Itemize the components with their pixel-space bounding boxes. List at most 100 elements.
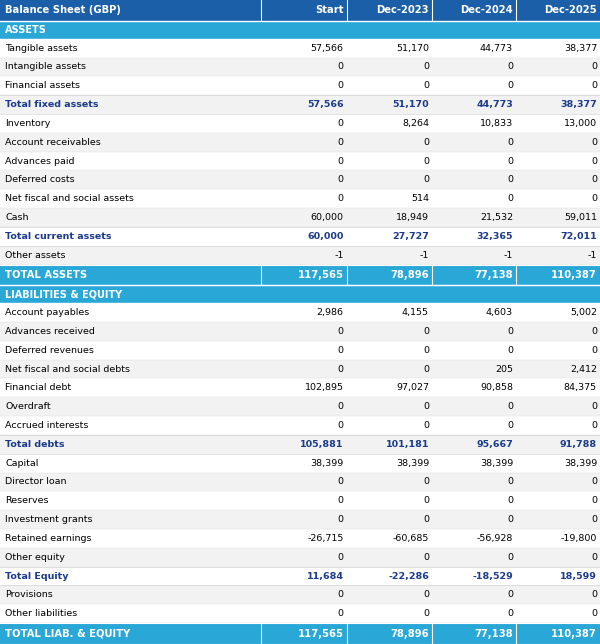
Text: 0: 0 [423, 477, 429, 486]
Text: 0: 0 [337, 591, 343, 600]
Bar [516, 604, 600, 623]
Text: Intangible assets: Intangible assets [5, 62, 86, 71]
Bar [432, 454, 516, 473]
Bar [261, 379, 347, 397]
Text: 0: 0 [337, 346, 343, 355]
Bar [347, 473, 432, 491]
Text: 0: 0 [507, 62, 513, 71]
Bar [516, 114, 600, 133]
Bar [516, 567, 600, 585]
Text: 59,011: 59,011 [564, 213, 597, 222]
Bar [0, 604, 261, 623]
Text: 0: 0 [591, 477, 597, 486]
Bar [347, 171, 432, 189]
Text: LIABILITIES & EQUITY: LIABILITIES & EQUITY [5, 289, 122, 299]
Text: 0: 0 [591, 62, 597, 71]
Bar [516, 0, 600, 21]
Bar [347, 454, 432, 473]
Bar [516, 303, 600, 322]
Bar [261, 510, 347, 529]
Bar [432, 265, 516, 285]
Bar [432, 473, 516, 491]
Text: 4,155: 4,155 [402, 308, 429, 317]
Bar [261, 245, 347, 265]
Text: 102,895: 102,895 [305, 383, 343, 392]
Bar [261, 227, 347, 245]
Bar [516, 57, 600, 77]
Bar [432, 341, 516, 359]
Bar [0, 322, 261, 341]
Bar [432, 510, 516, 529]
Text: 0: 0 [337, 365, 343, 374]
Text: 72,011: 72,011 [560, 232, 597, 241]
Text: 0: 0 [591, 609, 597, 618]
Bar [347, 567, 432, 585]
Bar [347, 189, 432, 208]
Text: 0: 0 [591, 421, 597, 430]
Bar [347, 77, 432, 95]
Text: 0: 0 [507, 346, 513, 355]
Text: 4,603: 4,603 [486, 308, 513, 317]
Bar [516, 265, 600, 285]
Text: 0: 0 [337, 62, 343, 71]
Text: 0: 0 [337, 119, 343, 128]
Text: ASSETS: ASSETS [5, 25, 47, 35]
Text: Capital: Capital [5, 459, 38, 468]
Text: 0: 0 [591, 402, 597, 411]
Text: 84,375: 84,375 [564, 383, 597, 392]
Text: 91,788: 91,788 [560, 440, 597, 449]
Bar [347, 265, 432, 285]
Bar [347, 341, 432, 359]
Text: -60,685: -60,685 [392, 534, 429, 543]
Bar [0, 95, 261, 114]
Text: 0: 0 [591, 194, 597, 203]
Bar [347, 529, 432, 548]
Bar [0, 245, 261, 265]
Bar [347, 227, 432, 245]
Text: 8,264: 8,264 [402, 119, 429, 128]
Text: 0: 0 [591, 591, 597, 600]
Text: 0: 0 [591, 515, 597, 524]
Bar [432, 416, 516, 435]
Bar [0, 227, 261, 245]
Text: TOTAL LIAB. & EQUITY: TOTAL LIAB. & EQUITY [5, 629, 130, 639]
Text: 0: 0 [507, 194, 513, 203]
Bar [347, 133, 432, 151]
Text: 32,365: 32,365 [476, 232, 513, 241]
Text: Advances received: Advances received [5, 327, 95, 336]
Text: 95,667: 95,667 [476, 440, 513, 449]
Bar [0, 77, 261, 95]
Text: 0: 0 [507, 477, 513, 486]
Bar [0, 529, 261, 548]
Bar [347, 208, 432, 227]
Text: 0: 0 [423, 609, 429, 618]
Bar [0, 171, 261, 189]
Bar [347, 604, 432, 623]
Bar [516, 379, 600, 397]
Text: Cash: Cash [5, 213, 29, 222]
Bar [347, 359, 432, 379]
Bar [261, 548, 347, 567]
Bar [432, 529, 516, 548]
Bar [347, 397, 432, 416]
Text: 10,833: 10,833 [480, 119, 513, 128]
Text: 2,986: 2,986 [317, 308, 343, 317]
Bar [432, 585, 516, 604]
Text: 21,532: 21,532 [480, 213, 513, 222]
Text: 97,027: 97,027 [396, 383, 429, 392]
Text: 101,181: 101,181 [386, 440, 429, 449]
Bar [432, 245, 516, 265]
Bar [0, 567, 261, 585]
Text: 0: 0 [337, 497, 343, 506]
Bar [261, 359, 347, 379]
Text: Account receivables: Account receivables [5, 138, 101, 147]
Bar [432, 435, 516, 454]
Text: 0: 0 [337, 421, 343, 430]
Bar [0, 473, 261, 491]
Bar [432, 57, 516, 77]
Bar [261, 416, 347, 435]
Text: 0: 0 [337, 138, 343, 147]
Text: Director loan: Director loan [5, 477, 67, 486]
Text: 0: 0 [337, 81, 343, 90]
Bar [516, 454, 600, 473]
